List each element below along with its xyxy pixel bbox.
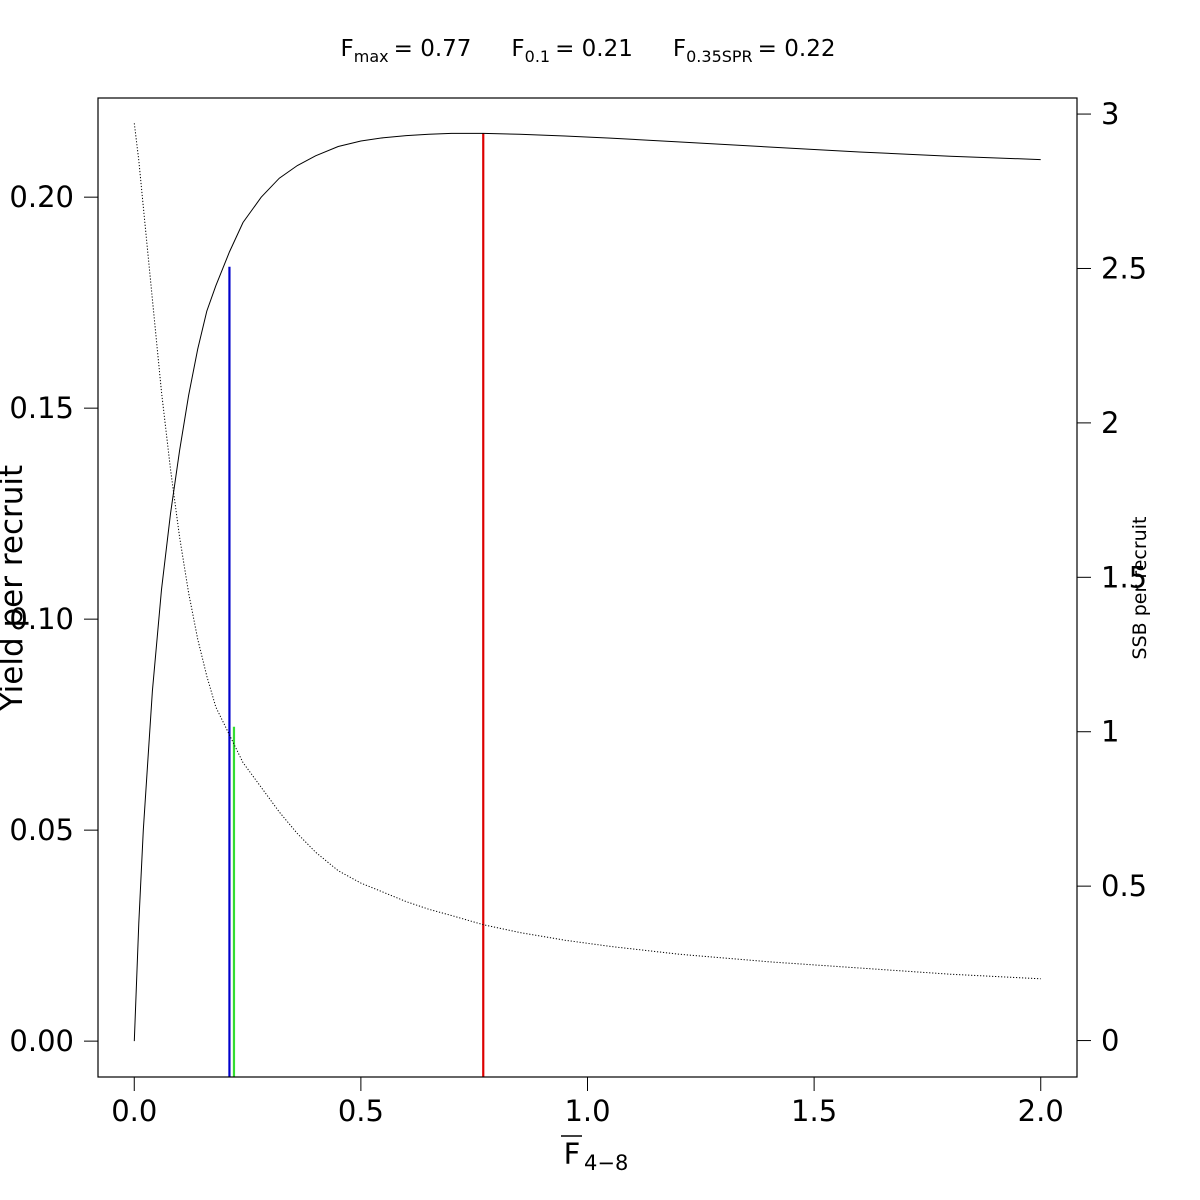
x-label-symbol: F [564, 1137, 581, 1171]
reference-lines [228, 133, 485, 1077]
title-subscript: 0.1 [525, 47, 550, 66]
y-left-tick-label: 0.00 [9, 1024, 74, 1058]
title-symbol: F [511, 36, 524, 62]
y-right-tick-label: 1.5 [1101, 560, 1147, 594]
y-left-tick-label: 0.05 [9, 813, 74, 847]
x-tick-label: 1.0 [564, 1094, 610, 1128]
y-right-tick-label: 2 [1101, 406, 1119, 440]
x-label-subscript: 4−8 [584, 1151, 628, 1175]
chart-title: Fmax = 0.77 F0.1 = 0.21 F0.35SPR = 0.22 [341, 36, 836, 66]
y-right-tick-label: 0 [1101, 1024, 1119, 1058]
title-subscript: max [354, 47, 389, 66]
ssb-per-recruit-line [133, 123, 1041, 980]
yield-per-recruit-line [133, 132, 1041, 1042]
y-right-tick-label: 2.5 [1101, 251, 1147, 285]
y-axis-left: 0.00 0.05 0.10 0.15 0.20 [9, 180, 98, 1058]
y-axis-right-label: SSB per recruit [1129, 517, 1151, 660]
title-symbol: F [341, 36, 354, 62]
series-layer [133, 123, 1041, 1042]
y-left-tick-label: 0.10 [9, 602, 74, 636]
x-axis-label: F 4−8 [561, 1135, 628, 1175]
x-tick-label: 1.5 [791, 1094, 837, 1128]
title-symbol: F [673, 36, 686, 62]
y-axis-right: 0 0.5 1 1.5 2 2.5 3 [1077, 97, 1147, 1058]
y-left-tick-label: 0.20 [9, 180, 74, 214]
y-right-tick-label: 0.5 [1101, 869, 1147, 903]
x-axis: 0.0 0.5 1.0 1.5 2.0 [111, 1076, 1064, 1128]
title-value: = 0.21 [555, 36, 633, 62]
x-tick-label: 0.0 [111, 1094, 157, 1128]
title-subscript: 0.35SPR [686, 47, 753, 66]
y-right-tick-label: 1 [1101, 715, 1119, 749]
x-tick-label: 2.0 [1018, 1094, 1064, 1128]
title-value: = 0.77 [394, 36, 472, 62]
title-value: = 0.22 [758, 36, 836, 62]
plot-frame [97, 97, 1078, 1078]
y-left-tick-label: 0.15 [9, 391, 74, 425]
x-tick-label: 0.5 [338, 1094, 384, 1128]
y-axis-left-label: Yield per recruit [0, 465, 30, 712]
y-right-tick-label: 3 [1101, 97, 1119, 131]
